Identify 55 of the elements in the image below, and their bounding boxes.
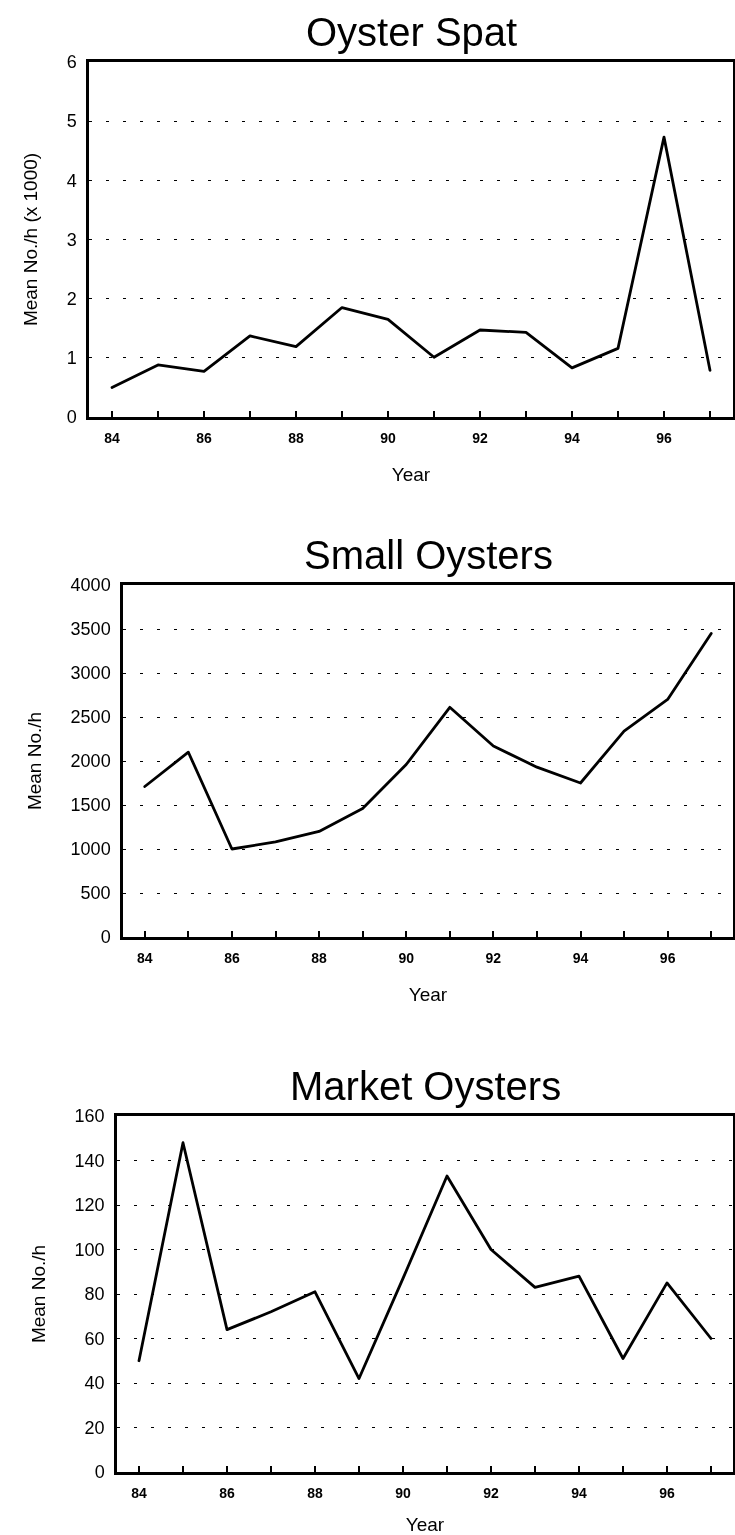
- y-tick-label: 20: [84, 1417, 105, 1438]
- x-tick-label: 90: [398, 949, 415, 966]
- y-tick-label: 160: [74, 1106, 105, 1127]
- y-axis-title: Mean No./h (x 1000): [20, 152, 42, 327]
- y-tick-label: 3500: [70, 619, 111, 640]
- y-tick-label: 4: [66, 170, 77, 191]
- chart-title: Market Oysters: [290, 1064, 562, 1108]
- y-tick-label: 0: [100, 927, 111, 948]
- y-tick-label: 6: [66, 52, 77, 73]
- x-tick-label: 90: [380, 429, 396, 446]
- x-tick-label: 94: [571, 1484, 587, 1501]
- y-tick-label: 3: [66, 229, 77, 250]
- y-tick-label: 40: [84, 1373, 105, 1394]
- x-tick-label: 92: [472, 429, 488, 446]
- y-axis-title: Mean No./h: [24, 711, 46, 811]
- y-tick-label: 1500: [70, 795, 111, 816]
- y-tick-label: 0: [94, 1462, 105, 1483]
- x-axis-title: Year: [405, 1514, 445, 1535]
- x-tick-label: 88: [311, 949, 328, 966]
- y-tick-label: 120: [74, 1195, 105, 1216]
- y-tick-label: 500: [80, 883, 111, 904]
- x-tick-label: 84: [104, 429, 120, 446]
- y-tick-label: 140: [74, 1150, 105, 1171]
- x-axis-title: Year: [391, 464, 431, 486]
- x-tick-label: 88: [288, 429, 304, 446]
- x-tick-label: 92: [483, 1484, 499, 1501]
- x-tick-label: 96: [656, 429, 672, 446]
- x-tick-label: 86: [196, 429, 212, 446]
- y-tick-label: 1: [66, 348, 77, 369]
- y-tick-label: 2500: [70, 707, 111, 728]
- y-tick-label: 5: [66, 111, 77, 132]
- x-tick-label: 86: [219, 1484, 235, 1501]
- x-tick-label: 96: [659, 1484, 675, 1501]
- x-tick-label: 92: [485, 949, 502, 966]
- x-tick-label: 96: [659, 949, 676, 966]
- x-tick-label: 84: [137, 949, 153, 966]
- y-tick-label: 2000: [70, 751, 111, 772]
- y-axis-title: Mean No./h: [28, 1244, 50, 1344]
- chart-title: Oyster Spat: [306, 10, 518, 54]
- x-axis-title: Year: [408, 984, 448, 1006]
- x-tick-label: 88: [307, 1484, 323, 1501]
- y-tick-label: 1000: [70, 839, 111, 860]
- chart-title: Small Oysters: [304, 533, 553, 577]
- x-tick-label: 90: [395, 1484, 411, 1501]
- x-tick-label: 94: [564, 429, 580, 446]
- y-tick-label: 60: [84, 1328, 105, 1349]
- y-tick-label: 0: [66, 407, 77, 428]
- y-tick-label: 4000: [70, 575, 111, 596]
- y-tick-label: 80: [84, 1284, 105, 1305]
- y-tick-label: 3000: [70, 663, 111, 684]
- x-tick-label: 84: [131, 1484, 147, 1501]
- x-tick-label: 94: [572, 949, 589, 966]
- y-tick-label: 100: [74, 1239, 105, 1260]
- y-tick-label: 2: [66, 288, 77, 309]
- x-tick-label: 86: [224, 949, 240, 966]
